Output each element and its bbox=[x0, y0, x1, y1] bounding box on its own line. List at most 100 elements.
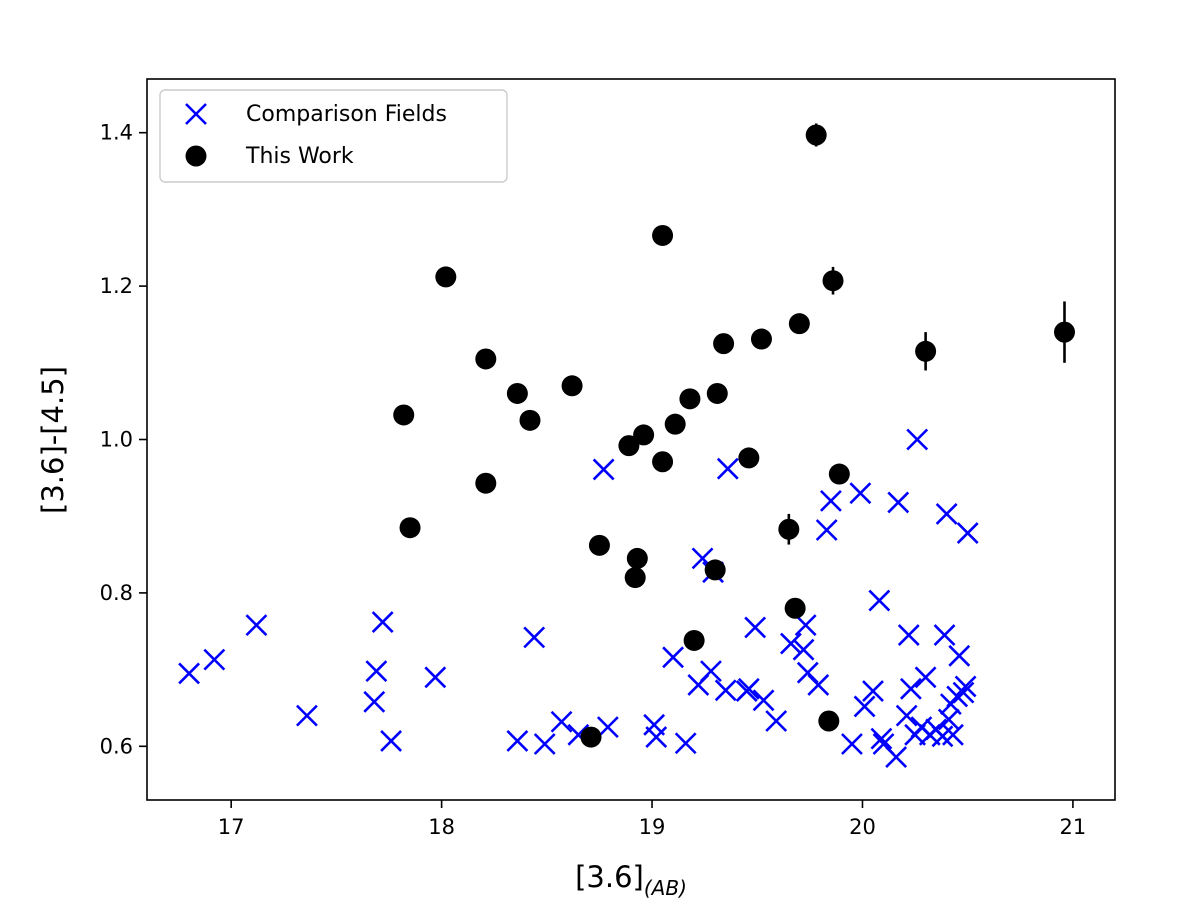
comparison-field-point bbox=[870, 727, 893, 750]
this-work-marker bbox=[435, 266, 457, 288]
comparison-field-point bbox=[954, 675, 977, 698]
comparison-field-point bbox=[794, 614, 817, 637]
y-tick-label: 0.6 bbox=[100, 734, 133, 758]
this-work-marker bbox=[633, 424, 655, 446]
this-work-marker bbox=[1053, 321, 1075, 343]
comparison-field-point bbox=[895, 704, 918, 727]
this-work-marker bbox=[664, 413, 686, 435]
this-work-marker bbox=[580, 726, 602, 748]
this-work-point bbox=[738, 447, 760, 469]
comparison-field-point bbox=[596, 716, 619, 739]
comparison-field-point bbox=[765, 710, 788, 732]
x-tick-label: 19 bbox=[639, 815, 666, 839]
comparison-field-point bbox=[914, 666, 937, 689]
comparison-field-point bbox=[178, 662, 201, 685]
this-work-point bbox=[506, 382, 528, 404]
this-work-point bbox=[624, 567, 646, 589]
y-tick-label: 1.2 bbox=[100, 274, 133, 298]
this-work-point bbox=[788, 313, 810, 335]
comparison-field-point bbox=[365, 660, 388, 683]
comparison-field-point bbox=[752, 689, 775, 712]
legend-label-this-work: This Work bbox=[245, 144, 354, 169]
series-comparison-fields bbox=[178, 428, 979, 768]
x-axis-ticks: 17 18 19 20 21 bbox=[218, 800, 1086, 839]
this-work-point bbox=[475, 348, 497, 370]
x-tick-label: 20 bbox=[849, 815, 876, 839]
this-work-marker bbox=[506, 382, 528, 404]
comparison-field-point bbox=[942, 723, 964, 746]
y-tick-label: 0.8 bbox=[100, 581, 133, 605]
legend-marker-comparison-fields bbox=[185, 103, 207, 125]
this-work-marker bbox=[822, 270, 844, 292]
comparison-field-point bbox=[935, 502, 958, 525]
this-work-point bbox=[679, 388, 701, 410]
comparison-field-point bbox=[645, 726, 668, 749]
this-work-point bbox=[435, 266, 457, 288]
this-work-marker bbox=[778, 518, 800, 540]
this-work-marker bbox=[652, 451, 674, 473]
this-work-marker bbox=[519, 409, 541, 431]
comparison-field-point bbox=[952, 681, 975, 704]
comparison-field-point bbox=[523, 626, 546, 649]
comparison-field-point bbox=[533, 733, 556, 755]
y-tick-label: 1.4 bbox=[100, 121, 133, 145]
this-work-marker bbox=[784, 597, 806, 619]
this-work-point bbox=[778, 513, 800, 545]
this-work-point bbox=[519, 409, 541, 431]
this-work-marker bbox=[805, 124, 827, 146]
this-work-point bbox=[588, 534, 610, 556]
comparison-field-point bbox=[887, 491, 910, 514]
this-work-point bbox=[393, 404, 415, 426]
legend: Comparison Fields This Work bbox=[159, 89, 508, 183]
this-work-marker bbox=[788, 313, 810, 335]
this-work-point bbox=[626, 547, 648, 569]
comparison-field-point bbox=[506, 730, 529, 752]
this-work-point bbox=[652, 451, 674, 473]
this-work-marker bbox=[475, 472, 497, 494]
this-work-point bbox=[704, 559, 726, 581]
comparison-field-point bbox=[550, 710, 573, 733]
comparison-field-point bbox=[897, 624, 920, 647]
comparison-field-point bbox=[780, 632, 802, 655]
legend-label-comparison-fields: Comparison Fields bbox=[246, 102, 447, 127]
comparison-field-point bbox=[371, 611, 394, 633]
comparison-field-point bbox=[716, 457, 739, 480]
comparison-field-point bbox=[853, 695, 876, 718]
comparison-field-point bbox=[714, 679, 737, 702]
this-work-marker bbox=[652, 224, 674, 246]
this-work-point bbox=[580, 726, 602, 748]
this-work-point bbox=[618, 435, 640, 457]
y-axis-ticks: 0.6 0.8 1.0 1.2 1.4 bbox=[100, 121, 147, 758]
y-tick-label: 1.0 bbox=[100, 428, 133, 452]
this-work-point bbox=[784, 597, 806, 619]
this-work-point bbox=[828, 463, 850, 485]
this-work-marker bbox=[915, 340, 937, 362]
comparison-field-point bbox=[841, 733, 863, 755]
this-work-marker bbox=[393, 404, 415, 426]
comparison-field-point bbox=[424, 666, 447, 689]
comparison-field-point bbox=[380, 730, 403, 752]
comparison-field-point bbox=[815, 519, 838, 541]
this-work-point bbox=[750, 328, 772, 350]
comparison-field-point bbox=[203, 648, 226, 671]
this-work-marker bbox=[683, 629, 705, 651]
plot-frame bbox=[146, 78, 1116, 801]
this-work-marker bbox=[679, 388, 701, 410]
this-work-point bbox=[818, 710, 840, 732]
this-work-marker bbox=[475, 348, 497, 370]
comparison-field-point bbox=[819, 489, 842, 512]
this-work-point bbox=[1053, 301, 1075, 363]
this-work-marker bbox=[706, 382, 728, 404]
this-work-point bbox=[683, 629, 705, 651]
this-work-marker bbox=[738, 447, 760, 469]
this-work-point bbox=[713, 333, 735, 355]
this-work-marker bbox=[713, 333, 735, 355]
comparison-field-point bbox=[674, 732, 697, 755]
legend-dot-icon bbox=[185, 145, 207, 167]
this-work-point bbox=[633, 424, 655, 446]
comparison-field-point bbox=[948, 644, 971, 667]
series-this-work bbox=[393, 123, 1075, 748]
this-work-marker bbox=[624, 567, 646, 589]
this-work-point bbox=[561, 375, 583, 397]
this-work-marker bbox=[399, 517, 421, 539]
